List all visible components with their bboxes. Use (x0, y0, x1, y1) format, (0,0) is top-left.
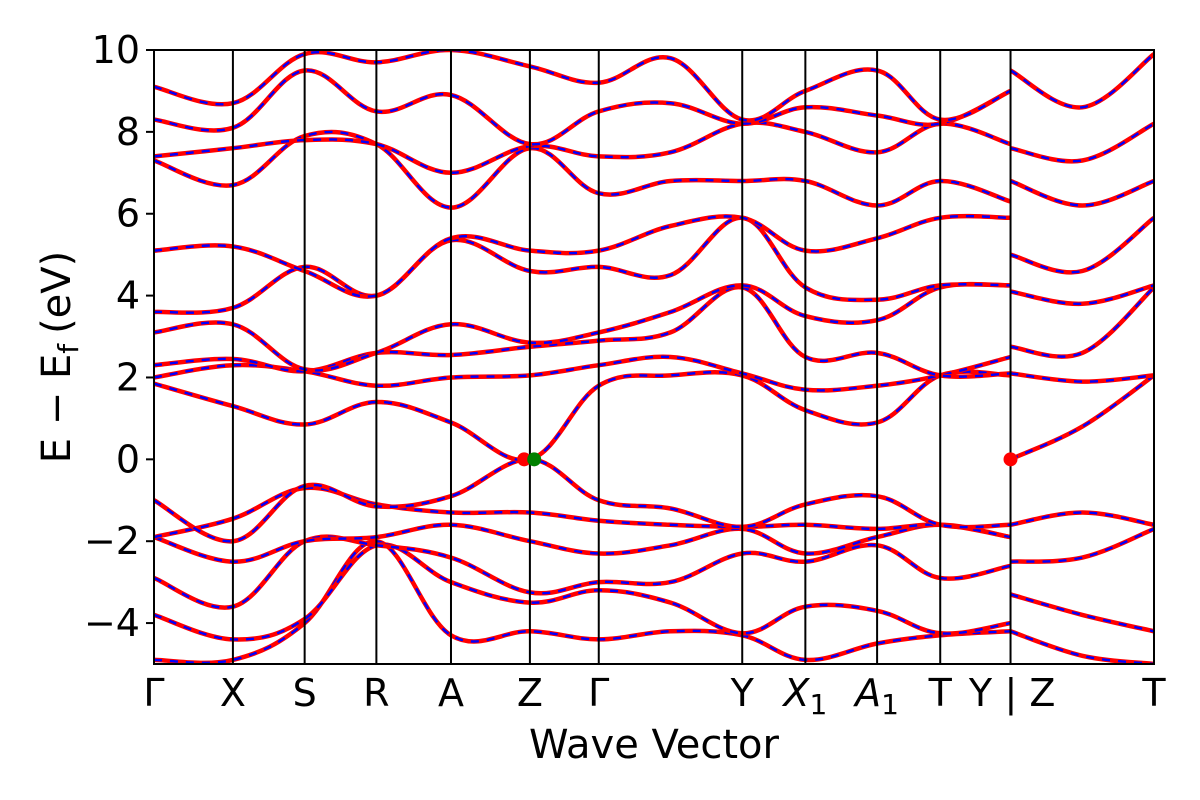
band-16-red (1009, 629, 1154, 664)
band-9-blue (154, 282, 1011, 372)
y-tick-label-0: −4 (84, 601, 140, 645)
band-16-blue (1010, 630, 1154, 664)
band-22-blue (1010, 286, 1154, 358)
x-tick-main-11: Y (968, 671, 993, 715)
y-tick-label-6: 8 (116, 110, 140, 154)
x-tick-label-0: Γ (143, 671, 164, 715)
band-26-red (1010, 121, 1154, 164)
x-tick-label-7: Y (730, 671, 755, 715)
markers-layer (517, 452, 1018, 467)
x-tick-label-10: T (928, 671, 953, 715)
band-27-red (1009, 52, 1154, 110)
x-tick-separator: | (1005, 671, 1030, 716)
point-marker-1 (527, 452, 542, 467)
band-26-blue (1010, 122, 1154, 163)
y-tick-label-4: 4 (116, 274, 140, 318)
x-tick-main-1: X (220, 671, 246, 715)
band-20-blue (1010, 374, 1154, 461)
x-tick-main-0: Γ (143, 671, 164, 715)
band-11-blue (154, 214, 1011, 298)
x-tick-main-4: A (438, 671, 464, 715)
band-23-blue (1010, 284, 1154, 306)
y-axis: −4 −2 0 2 4 6 8 10 (84, 28, 154, 645)
band-23-red (1010, 283, 1154, 307)
x-tick-main-2: S (293, 671, 317, 715)
y-tick-label-2: 0 (116, 437, 140, 481)
x-tick-sub-8: 1 (809, 688, 827, 721)
x-tick-main-8: X (781, 671, 810, 715)
band-20-red (1009, 373, 1154, 462)
x-tick-label-8: X1 (781, 671, 827, 721)
band-10-blue (154, 216, 1011, 314)
x-tick-main-10: T (928, 671, 953, 715)
band-4-blue (154, 486, 1011, 539)
x-tick-label-6: Γ (588, 671, 609, 715)
x-tick-label-5: Z (517, 671, 543, 715)
band-25-red (1009, 178, 1154, 208)
y-tick-label-1: −2 (84, 519, 140, 563)
x-tick-main-12: Z (1029, 671, 1055, 715)
band-19-red (1010, 510, 1154, 528)
band-11-red (154, 213, 1011, 299)
band-18-blue (1010, 527, 1154, 563)
x-tick-label-1: X (220, 671, 246, 715)
band-9-red (154, 281, 1011, 373)
y-axis-title-unit: (eV) (34, 251, 80, 334)
y-axis-title: E − Ef (eV) (34, 251, 85, 464)
x-tick-main-13: T (1141, 671, 1166, 715)
band-14-blue (154, 69, 1012, 146)
point-marker-2 (1003, 452, 1018, 467)
y-tick-label-3: 2 (116, 355, 140, 399)
y-axis-title-subscript: f (52, 343, 85, 354)
y-axis-title-main: E − E (34, 354, 80, 464)
band-19-blue (1010, 511, 1154, 526)
y-tick-label-7: 10 (92, 28, 140, 72)
y-tick-label-5: 6 (116, 192, 140, 236)
x-tick-label-2: S (293, 671, 317, 715)
x-tick-main-5: Z (517, 671, 543, 715)
x-tick-label-3: R (363, 671, 389, 715)
x-tick-main-7: Y (730, 671, 755, 715)
band-25-blue (1010, 179, 1154, 207)
x-tick-label-4: A (438, 671, 464, 715)
band-18-red (1010, 526, 1154, 564)
x-tick-main-6: Γ (588, 671, 609, 715)
x-tick-label-9: A1 (852, 671, 899, 721)
x-tick-main-3: R (363, 671, 389, 715)
band-17-blue (1010, 593, 1154, 633)
x-tick-sub-9: 1 (881, 688, 899, 721)
band-24-blue (1010, 216, 1154, 274)
band-7-blue (154, 355, 1011, 392)
kpath-lines (231, 50, 1012, 664)
x-tick-label-11: Y (968, 671, 993, 715)
plot-frame (153, 49, 1155, 665)
band-2-blue (154, 535, 1011, 609)
point-marker-0 (517, 452, 532, 467)
band-27-blue (1009, 53, 1154, 109)
x-tick-label-12: | Z (1005, 671, 1056, 716)
band-21-blue (1010, 372, 1154, 383)
x-axis-title: Wave Vector (529, 722, 780, 768)
x-tick-main-9: A (852, 671, 881, 715)
x-tick-label-13: T (1141, 671, 1166, 715)
